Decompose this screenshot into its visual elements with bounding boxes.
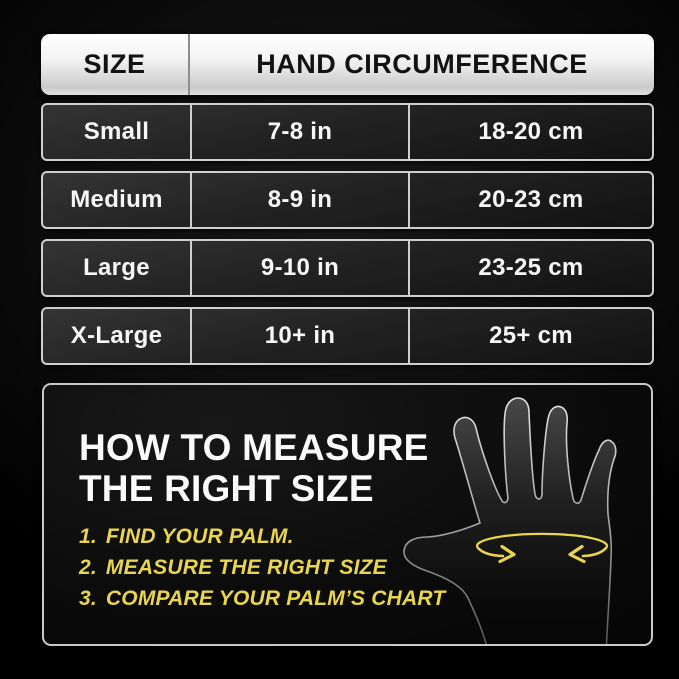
column-header-circumference: HAND CIRCUMFERENCE (256, 49, 588, 79)
table-row-medium: Medium 8-9 in 20-23 cm (41, 171, 654, 229)
guide-step-3: 3. COMPARE YOUR PALM’S CHART (79, 583, 445, 614)
table-row-large: Large 9-10 in 23-25 cm (41, 239, 654, 297)
cell-size: Large (43, 241, 192, 295)
guide-step-1: 1. FIND YOUR PALM. (79, 521, 445, 552)
cell-cm: 18-20 cm (478, 118, 584, 145)
column-header-size: SIZE (41, 34, 190, 95)
cell-size: X-Large (43, 309, 192, 363)
step-number: 3. (79, 587, 97, 610)
step-text: MEASURE THE RIGHT SIZE (105, 556, 387, 579)
hand-silhouette (403, 397, 617, 644)
cell-inches: 10+ in (192, 309, 410, 363)
size-table: SIZE HAND CIRCUMFERENCE Small 7-8 in 18-… (41, 34, 654, 365)
guide-steps-list: 1. FIND YOUR PALM. 2. MEASURE THE RIGHT SI… (79, 521, 445, 614)
step-number: 2. (79, 556, 97, 579)
table-header-row: SIZE HAND CIRCUMFERENCE (41, 34, 654, 95)
guide-step-2: 2. MEASURE THE RIGHT SIZE (79, 552, 445, 583)
step-number: 1. (79, 525, 97, 548)
measure-guide-panel: HOW TO MEASURE THE RIGHT SIZE 1. FIND YOU… (42, 383, 653, 646)
cell-inches: 8-9 in (192, 173, 410, 227)
guide-title-line2: THE RIGHT SIZE (79, 468, 374, 509)
guide-title-line1: HOW TO MEASURE (79, 427, 429, 468)
table-row-xlarge: X-Large 10+ in 25+ cm (41, 307, 654, 365)
hand-measure-illustration (403, 397, 617, 644)
step-text: FIND YOUR PALM. (105, 525, 294, 548)
cell-cm: 25+ cm (489, 322, 573, 349)
table-row-small: Small 7-8 in 18-20 cm (41, 103, 654, 161)
cell-size: Small (43, 105, 192, 159)
guide-title: HOW TO MEASURE THE RIGHT SIZE (79, 427, 429, 509)
step-text: COMPARE YOUR PALM’S CHART (105, 587, 446, 610)
circumference-arrow-icon (475, 532, 609, 564)
cell-cm: 20-23 cm (478, 186, 584, 213)
cell-inches: 9-10 in (192, 241, 410, 295)
cell-cm: 23-25 cm (478, 254, 584, 281)
cell-inches: 7-8 in (192, 105, 410, 159)
cell-size: Medium (43, 173, 192, 227)
